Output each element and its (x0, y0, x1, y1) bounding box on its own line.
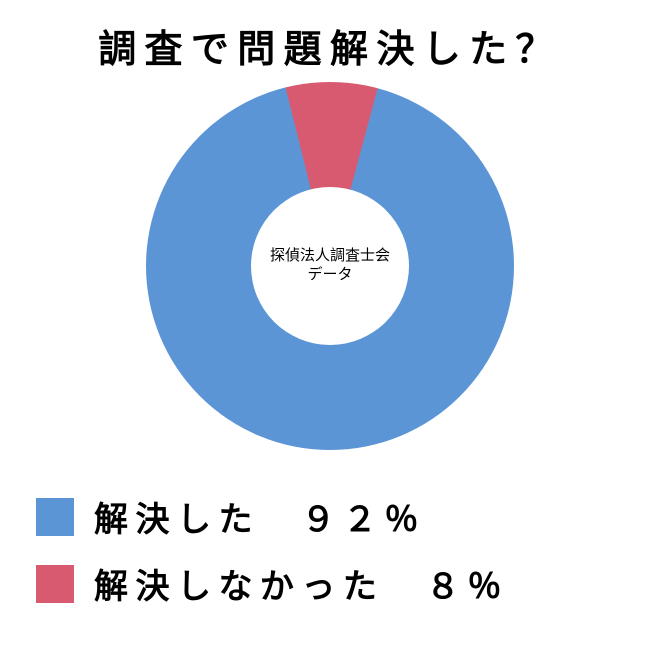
legend-swatch (36, 498, 74, 536)
legend-item: 解決しなかった ８％ (36, 559, 509, 608)
donut-center: 探偵法人調査士会 データ (251, 187, 409, 345)
donut-ring: 探偵法人調査士会 データ (146, 82, 514, 450)
chart-title: 調査で問題解決した？ (0, 18, 660, 73)
legend-item: 解決した ９２％ (36, 492, 509, 541)
center-label-line2: データ (270, 266, 390, 285)
legend: 解決した ９２％ 解決しなかった ８％ (36, 492, 509, 626)
legend-label: 解決しなかった ８％ (94, 559, 509, 608)
donut-chart: 探偵法人調査士会 データ (0, 82, 660, 455)
center-label-line1: 探偵法人調査士会 (270, 247, 390, 266)
legend-swatch (36, 565, 74, 603)
chart-container: 調査で問題解決した？ 探偵法人調査士会 データ 解決した ９２％ 解決しなかった… (0, 0, 660, 660)
donut-center-label: 探偵法人調査士会 データ (270, 247, 390, 285)
legend-label: 解決した ９２％ (94, 492, 426, 541)
